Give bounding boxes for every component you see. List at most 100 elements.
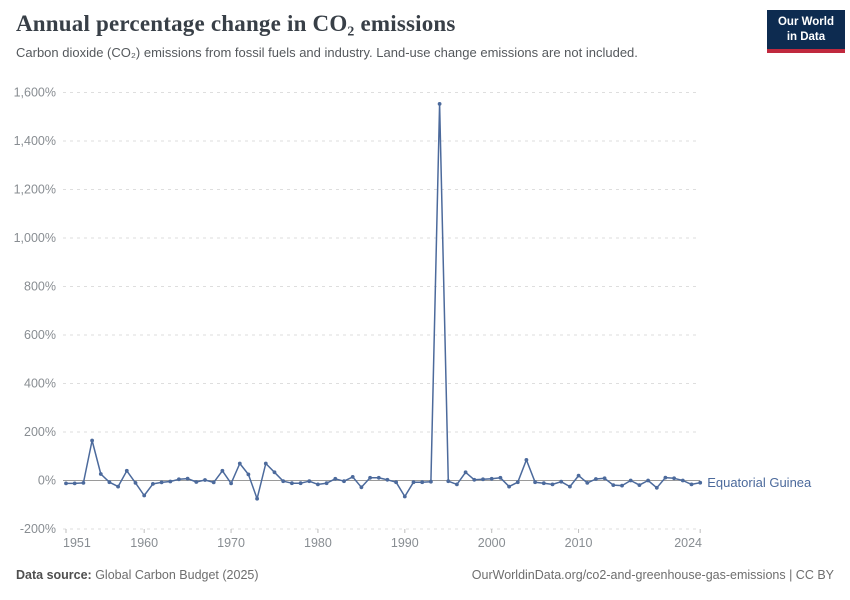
data-point-marker[interactable]	[333, 476, 338, 481]
page-title: Annual percentage change in CO₂ emission…	[16, 11, 456, 36]
chart-header: Annual percentage change in CO₂ emission…	[16, 10, 756, 60]
y-axis-tick-label: 800%	[24, 280, 56, 294]
data-source-label: Data source:	[16, 568, 92, 582]
data-point-marker[interactable]	[376, 475, 381, 480]
data-point-marker[interactable]	[541, 481, 546, 486]
data-point-marker[interactable]	[698, 480, 703, 485]
y-axis-tick-label: 200%	[24, 425, 56, 439]
data-point-marker[interactable]	[689, 482, 694, 487]
data-point-marker[interactable]	[368, 475, 372, 480]
data-point-marker[interactable]	[229, 481, 234, 486]
data-point-marker[interactable]	[185, 476, 190, 481]
y-axis-tick-label: 1,600%	[14, 86, 56, 100]
data-point-marker[interactable]	[107, 480, 112, 485]
data-point-marker[interactable]	[654, 485, 659, 490]
data-point-marker[interactable]	[550, 482, 555, 487]
data-point-marker[interactable]	[359, 485, 364, 490]
y-axis-tick-label: -200%	[20, 522, 56, 536]
data-point-marker[interactable]	[515, 480, 520, 485]
data-point-marker[interactable]	[133, 481, 138, 485]
data-point-marker[interactable]	[298, 481, 303, 486]
data-point-marker[interactable]	[263, 461, 268, 466]
data-point-marker[interactable]	[637, 483, 642, 487]
owid-logo-text: Our World in Data	[778, 15, 834, 44]
series-label[interactable]: Equatorial Guinea	[707, 475, 812, 490]
data-point-marker[interactable]	[672, 476, 676, 481]
data-point-marker[interactable]	[116, 484, 120, 489]
data-point-marker[interactable]	[177, 477, 181, 482]
data-point-marker[interactable]	[246, 472, 251, 477]
y-axis-tick-label: 600%	[24, 328, 56, 342]
data-point-marker[interactable]	[455, 482, 459, 487]
data-line[interactable]	[66, 103, 701, 500]
data-point-marker[interactable]	[151, 482, 155, 486]
data-point-marker[interactable]	[481, 477, 485, 482]
data-point-marker[interactable]	[316, 482, 320, 487]
owid-logo-line1: Our World	[777, 16, 834, 29]
data-point-marker[interactable]	[168, 479, 173, 484]
data-point-marker[interactable]	[680, 478, 685, 483]
data-point-marker[interactable]	[281, 479, 286, 484]
data-point-marker[interactable]	[307, 479, 312, 484]
data-point-marker[interactable]	[142, 493, 147, 498]
data-point-marker[interactable]	[385, 477, 390, 482]
data-point-marker[interactable]	[350, 475, 355, 479]
data-point-marker[interactable]	[559, 479, 564, 484]
data-point-marker[interactable]	[420, 480, 425, 485]
x-axis-tick-label: 1980	[304, 536, 332, 550]
x-axis-tick-label: 2000	[478, 536, 506, 550]
data-point-marker[interactable]	[402, 494, 407, 499]
y-axis-tick-label: 1,200%	[14, 183, 56, 197]
data-point-marker[interactable]	[211, 480, 216, 485]
data-point-marker[interactable]	[489, 476, 494, 481]
data-point-marker[interactable]	[628, 478, 633, 483]
data-point-marker[interactable]	[602, 476, 607, 481]
data-point-marker[interactable]	[472, 477, 477, 482]
chart-subtitle: Carbon dioxide (CO₂) emissions from foss…	[16, 44, 638, 60]
chart-footer: Data source: Global Carbon Budget (2025)…	[16, 568, 834, 582]
data-point-marker[interactable]	[194, 480, 199, 484]
x-axis-tick-label: 2010	[565, 536, 593, 550]
data-point-marker[interactable]	[81, 481, 86, 485]
data-point-marker[interactable]	[272, 470, 277, 475]
data-point-marker[interactable]	[124, 468, 129, 473]
data-point-marker[interactable]	[411, 480, 416, 485]
data-point-marker[interactable]	[437, 102, 442, 106]
data-point-marker[interactable]	[524, 458, 529, 462]
data-point-marker[interactable]	[342, 479, 346, 484]
data-point-marker[interactable]	[568, 484, 572, 489]
data-point-marker[interactable]	[159, 480, 164, 485]
data-point-marker[interactable]	[620, 483, 624, 488]
x-axis-tick-label: 2024	[674, 536, 702, 550]
data-point-marker[interactable]	[394, 480, 398, 485]
data-point-marker[interactable]	[237, 461, 242, 466]
data-point-marker[interactable]	[533, 480, 537, 485]
y-axis-tick-label: 0%	[38, 474, 56, 488]
data-point-marker[interactable]	[611, 483, 616, 487]
owid-url[interactable]: OurWorldinData.org/co2-and-greenhouse-ga…	[471, 568, 834, 582]
data-point-marker[interactable]	[90, 438, 94, 443]
data-point-marker[interactable]	[498, 475, 503, 480]
data-point-marker[interactable]	[594, 477, 598, 481]
data-point-marker[interactable]	[72, 481, 77, 486]
data-point-marker[interactable]	[463, 470, 468, 475]
owid-logo[interactable]: Our World in Data	[767, 10, 845, 53]
data-point-marker[interactable]	[507, 484, 511, 489]
data-point-marker[interactable]	[446, 479, 451, 484]
data-point-marker[interactable]	[585, 481, 590, 485]
y-axis-tick-label: 1,000%	[14, 231, 56, 245]
data-point-marker[interactable]	[98, 472, 103, 476]
data-point-marker[interactable]	[255, 496, 259, 501]
data-point-marker[interactable]	[324, 481, 329, 486]
data-point-marker[interactable]	[646, 478, 650, 483]
data-point-marker[interactable]	[576, 473, 581, 478]
data-point-marker[interactable]	[663, 475, 668, 480]
data-point-marker[interactable]	[290, 481, 294, 486]
x-axis-tick-label: 1990	[391, 536, 419, 550]
x-axis-tick-label: 1951	[63, 536, 91, 550]
data-point-marker[interactable]	[64, 481, 68, 486]
data-point-marker[interactable]	[220, 468, 225, 473]
data-point-marker[interactable]	[203, 478, 207, 482]
data-point-marker[interactable]	[429, 479, 433, 484]
